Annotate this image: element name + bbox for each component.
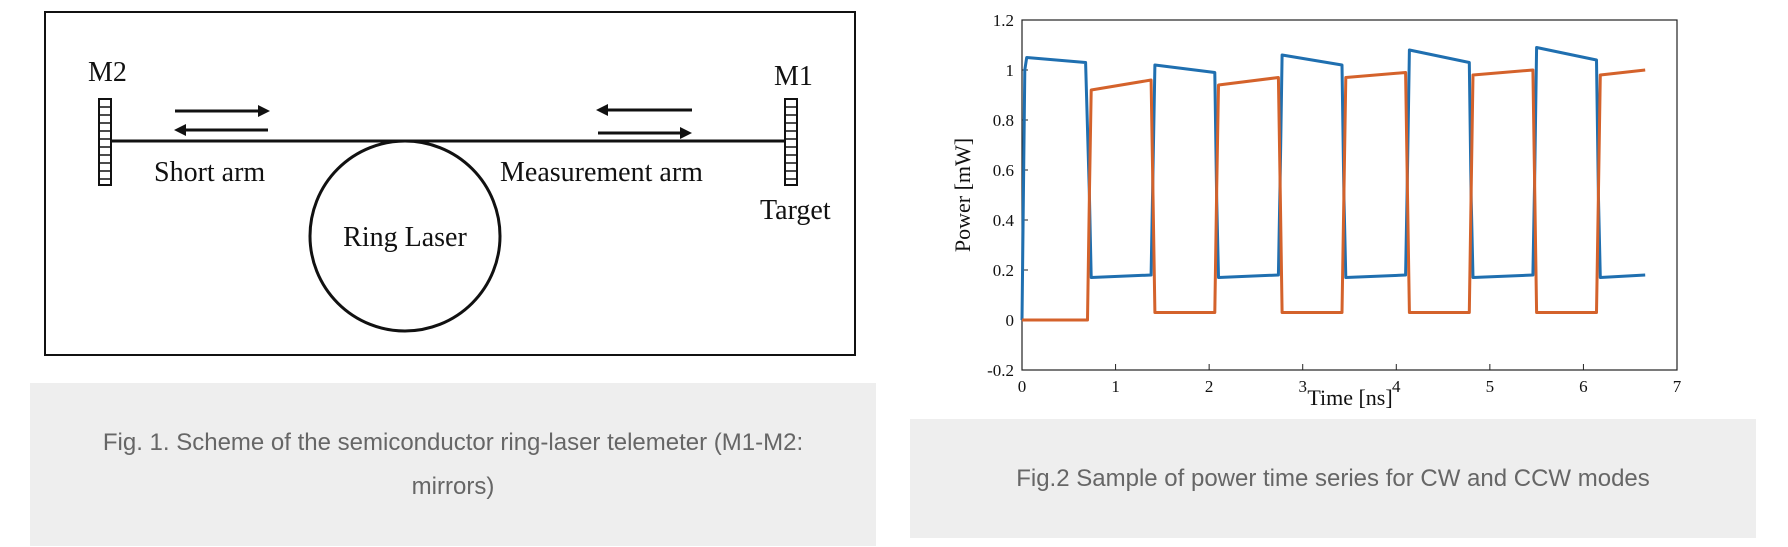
x-tick-label: 1	[1111, 377, 1120, 396]
series-line-2	[1022, 68, 1646, 322]
x-tick-label: 5	[1486, 377, 1495, 396]
x-tick-label: 3	[1298, 377, 1307, 396]
ring-laser-scheme: Ring Laser M2 M1 Short arm Measurement a…	[44, 11, 856, 356]
scheme-frame	[44, 11, 856, 356]
measurement-arm-arrows	[596, 104, 692, 139]
y-tick-label: 0.8	[993, 111, 1014, 130]
y-tick-label: 0.4	[993, 211, 1015, 230]
y-tick-label: 1	[1006, 61, 1015, 80]
y-tick-label: 0	[1006, 311, 1015, 330]
y-axis-label: Power [mW]	[950, 138, 975, 252]
ring-laser-circle	[308, 139, 502, 333]
y-tick-label: 0.6	[993, 161, 1014, 180]
ring-laser-label: Ring Laser	[343, 222, 467, 253]
figure-2-caption: Fig.2 Sample of power time series for CW…	[910, 419, 1756, 538]
x-tick-label: 7	[1673, 377, 1682, 396]
x-tick-label: 4	[1392, 377, 1401, 396]
y-tick-label: 0.2	[993, 261, 1014, 280]
measurement-arm-label: Measurement arm	[500, 157, 703, 188]
mirror-m2	[98, 98, 112, 186]
figure-1-caption: Fig. 1. Scheme of the semiconductor ring…	[30, 383, 876, 546]
x-tick-label: 6	[1579, 377, 1588, 396]
y-tick-label: 1.2	[993, 11, 1014, 30]
short-arm-label: Short arm	[154, 157, 265, 188]
m1-label: M1	[774, 61, 813, 92]
figure-1: Ring Laser M2 M1 Short arm Measurement a…	[30, 8, 876, 546]
m2-label: M2	[88, 57, 127, 88]
mirror-m1	[784, 98, 798, 186]
y-axis-ticks: -0.2 0 0.2 0.4 0.6 0.8 1 1.2	[987, 11, 1028, 380]
y-tick-label: -0.2	[987, 361, 1014, 380]
x-tick-label: 2	[1205, 377, 1214, 396]
x-tick-label: 0	[1018, 377, 1027, 396]
x-axis-label: Time [ns]	[1307, 385, 1392, 408]
short-arm-arrows	[174, 105, 270, 136]
plot-frame	[1021, 19, 1678, 371]
target-label: Target	[760, 195, 831, 226]
x-axis-ticks: 0 1 2 3 4 5 6 7	[1018, 364, 1682, 396]
series-lines	[1020, 46, 1646, 322]
